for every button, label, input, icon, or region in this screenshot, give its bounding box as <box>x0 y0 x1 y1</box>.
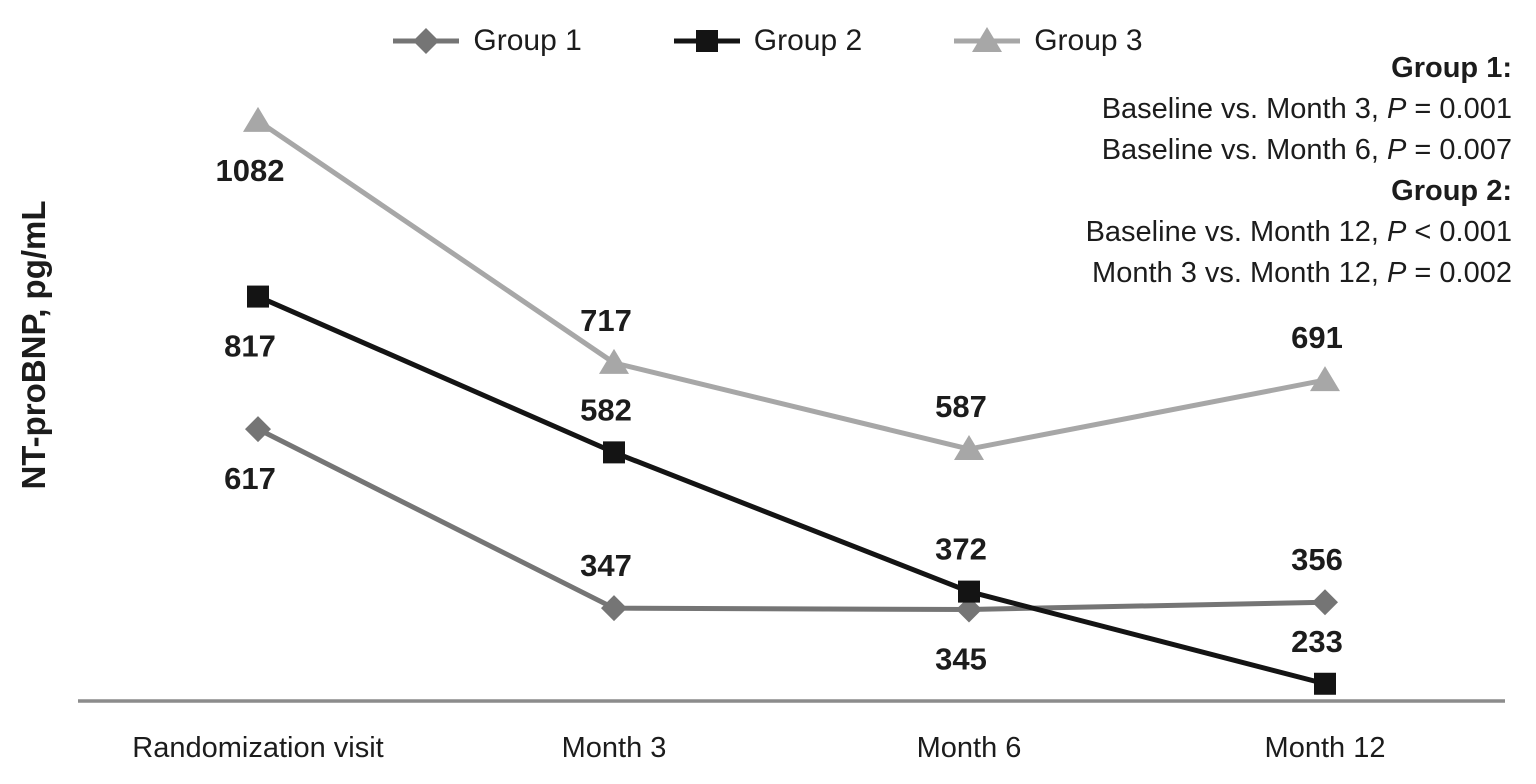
group-1-value-label-month-6: 345 <box>935 642 987 677</box>
legend: Group 1 Group 2 Group 3 <box>0 24 1536 58</box>
group-3-value-label-month-6: 587 <box>935 389 987 424</box>
group-3-value-label-randomization-visit: 1082 <box>216 153 285 188</box>
group-3-value-label-month-3: 717 <box>580 303 632 338</box>
series-group-1 <box>245 416 1338 623</box>
group-1-value-label-randomization-visit: 617 <box>224 461 276 496</box>
annotation-line: Baseline vs. Month 12, P < 0.001 <box>1085 216 1512 248</box>
group-1-value-label-month-12: 356 <box>1291 542 1343 577</box>
group-2-line <box>256 294 1326 687</box>
annotation-line: Baseline vs. Month 6, P = 0.007 <box>1101 134 1512 166</box>
group-2-marker-randomization-visit <box>247 285 269 308</box>
x-tick-label-month-3: Month 3 <box>562 732 667 764</box>
annotation-line: Month 3 vs. Month 12, P = 0.002 <box>1092 257 1512 289</box>
group-3-marker-randomization-visit <box>243 106 273 132</box>
group-2-value-label-month-3: 582 <box>580 392 632 427</box>
group-3-marker-month-3 <box>599 348 629 374</box>
legend-item-group-1: Group 1 <box>393 24 582 58</box>
group-1-value-label-month-3: 347 <box>580 548 632 583</box>
x-tick-label-month-12: Month 12 <box>1265 732 1386 764</box>
legend-item-group-3: Group 3 <box>954 24 1143 58</box>
group-3-triangle-icon <box>954 27 1021 52</box>
p-value-symbol: P <box>1387 257 1407 289</box>
stats-annotations: Group 1: Baseline vs. Month 3, P = 0.001 B… <box>1086 48 1512 294</box>
p-value-symbol: P <box>1387 216 1407 248</box>
group-3-line <box>256 118 1326 452</box>
group-2-marker-month-6 <box>958 580 980 603</box>
group-2-value-label-month-12: 233 <box>1291 624 1343 659</box>
series-group-2 <box>247 285 1336 695</box>
group-3-marker-month-6 <box>954 435 984 461</box>
group-2-value-label-month-6: 372 <box>935 532 987 567</box>
group-2-square-icon <box>673 30 740 52</box>
group-1-line <box>256 426 1326 613</box>
annotation-heading-group-1: Group 1: <box>1391 52 1512 84</box>
group-1-marker-month-6 <box>956 596 982 623</box>
group-2-marker-month-12 <box>1314 672 1336 695</box>
group-2-value-label-randomization-visit: 817 <box>224 329 276 364</box>
y-axis-title: NT-proBNP, pg/mL <box>15 200 52 490</box>
group-1-legend-marker <box>413 28 440 54</box>
group-3-value-label-month-12: 691 <box>1291 320 1343 355</box>
annotation-line: Baseline vs. Month 3, P = 0.001 <box>1101 93 1512 125</box>
p-value-symbol: P <box>1387 93 1407 125</box>
group-1-marker-month-3 <box>601 595 627 622</box>
legend-item-group-2: Group 2 <box>673 24 863 58</box>
group-2-legend-marker <box>695 30 718 52</box>
x-tick-label-month-6: Month 6 <box>917 732 1022 764</box>
group-1-marker-randomization-visit <box>245 416 271 443</box>
legend-label-group-1: Group 1 <box>473 24 582 57</box>
legend-label-group-2: Group 2 <box>753 24 863 57</box>
group-3-marker-month-12 <box>1310 366 1340 392</box>
annotation-heading-group-2: Group 2: <box>1391 175 1512 207</box>
group-1-diamond-icon <box>393 28 460 54</box>
group-3-legend-marker <box>972 27 1003 52</box>
x-tick-label-randomization-visit: Randomization visit <box>132 732 383 764</box>
legend-label-group-3: Group 3 <box>1034 24 1143 57</box>
series-group-3 <box>243 106 1340 461</box>
group-2-marker-month-3 <box>603 441 625 464</box>
group-1-marker-month-12 <box>1312 589 1338 616</box>
p-value-symbol: P <box>1387 134 1407 166</box>
